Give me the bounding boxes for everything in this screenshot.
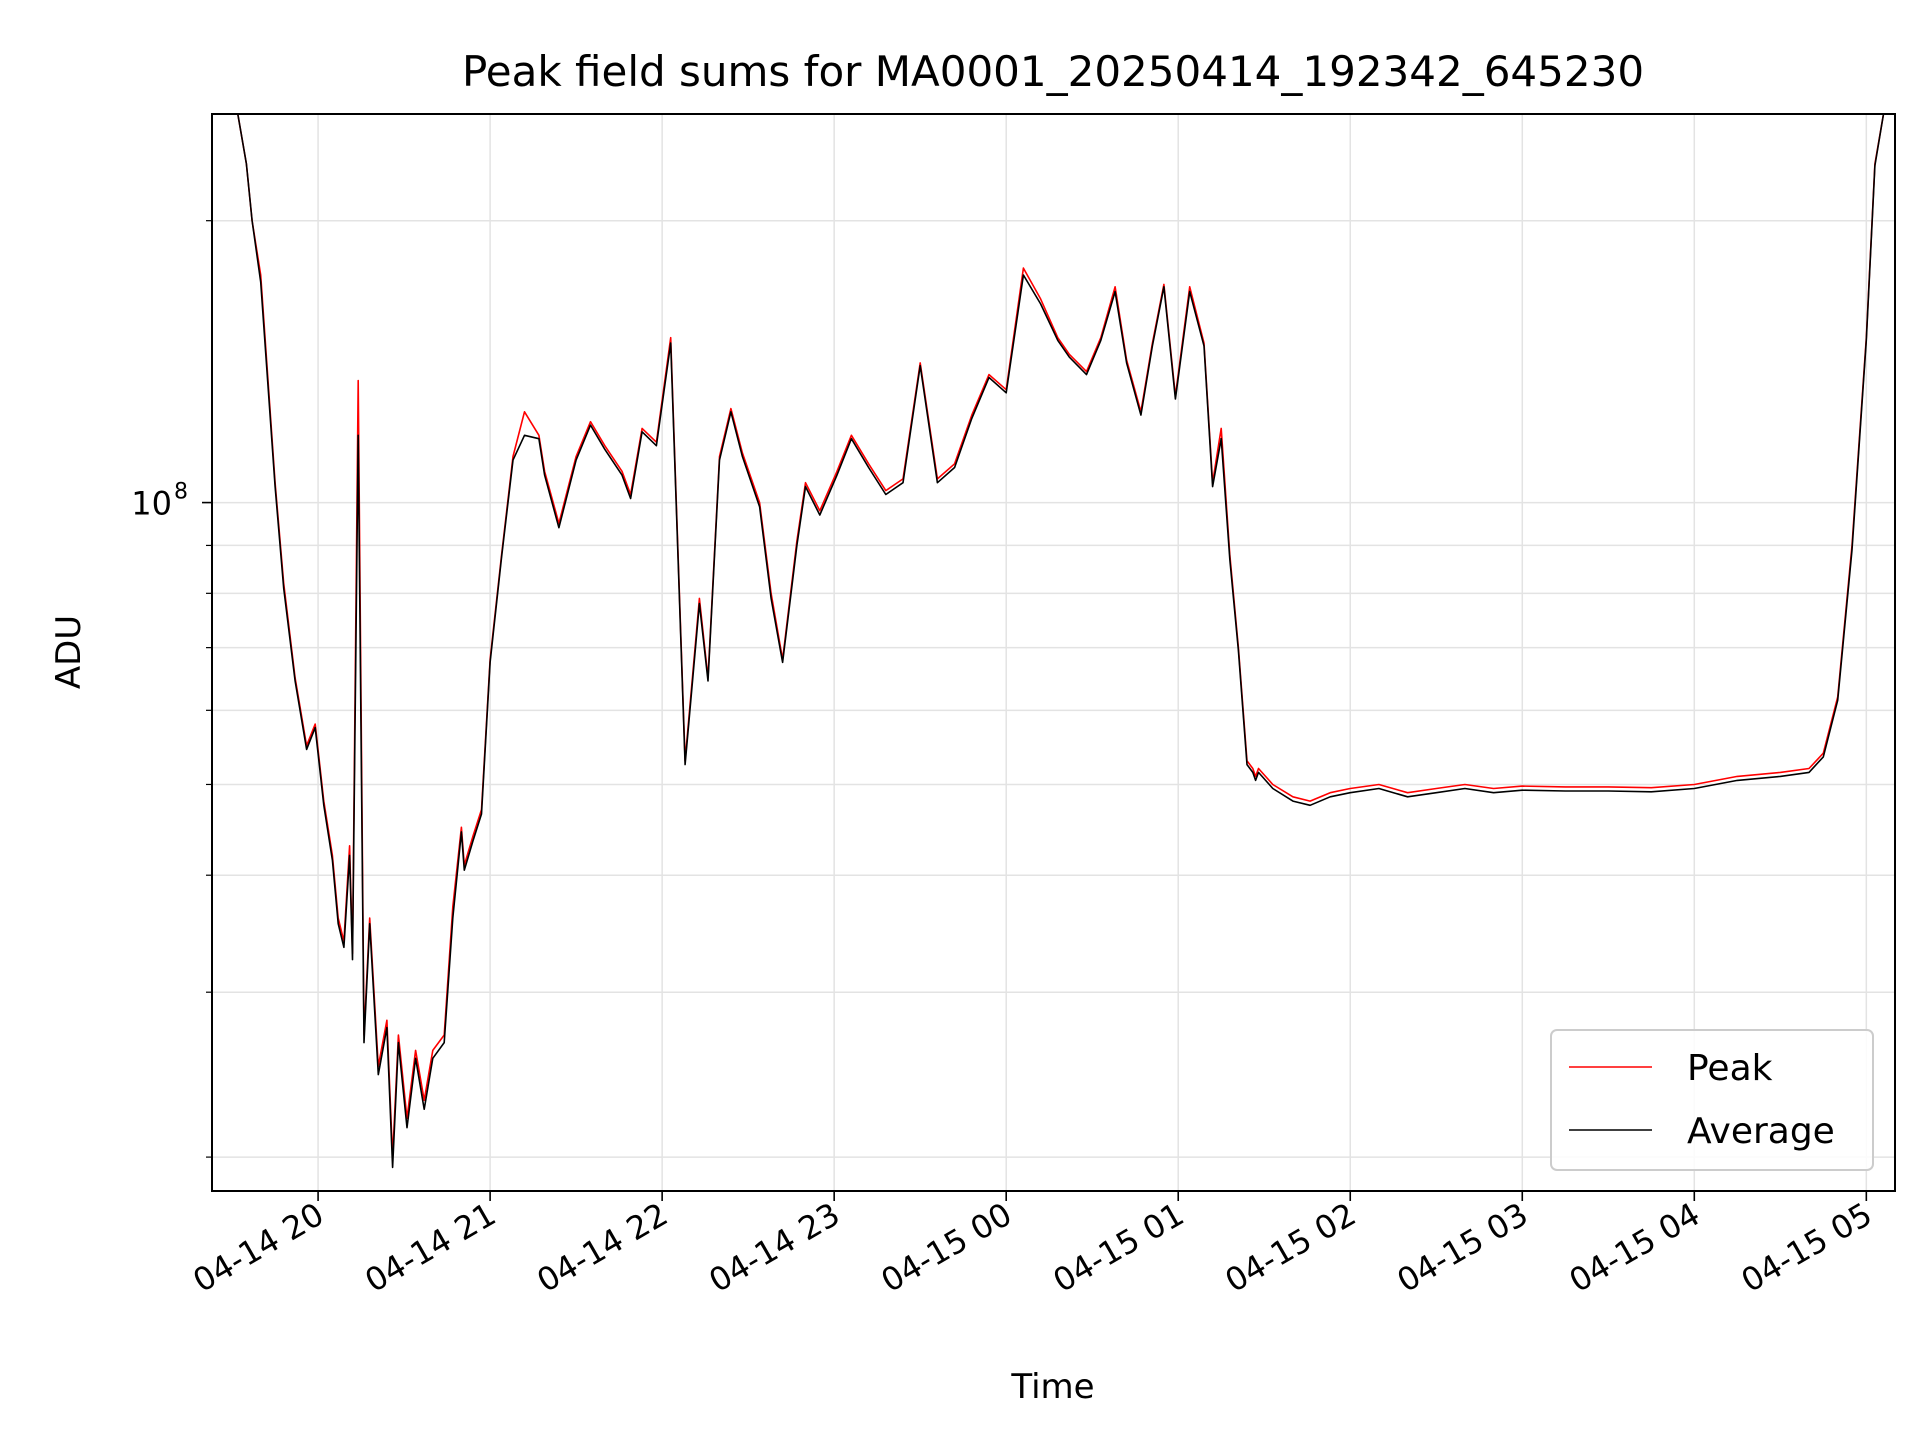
legend-label-average: Average bbox=[1687, 1111, 1835, 1152]
chart-title: Peak field sums for MA0001_20250414_1923… bbox=[462, 47, 1644, 96]
y-axis-ticks: 10 8 bbox=[131, 220, 212, 1158]
y-axis-label: ADU bbox=[49, 615, 89, 689]
y-tick-label-exponent: 8 bbox=[174, 480, 188, 505]
legend-label-peak: Peak bbox=[1687, 1048, 1773, 1089]
series-line-peak bbox=[212, 113, 1885, 1158]
plot-frame bbox=[211, 113, 1896, 1192]
y-tick-label: 10 bbox=[131, 485, 172, 523]
legend-box bbox=[1550, 1029, 1874, 1171]
series-line-average bbox=[212, 113, 1885, 1169]
plot-lines bbox=[212, 113, 1885, 1169]
legend: Peak Average bbox=[1550, 1029, 1874, 1171]
x-axis-label: Time bbox=[1010, 1367, 1094, 1407]
